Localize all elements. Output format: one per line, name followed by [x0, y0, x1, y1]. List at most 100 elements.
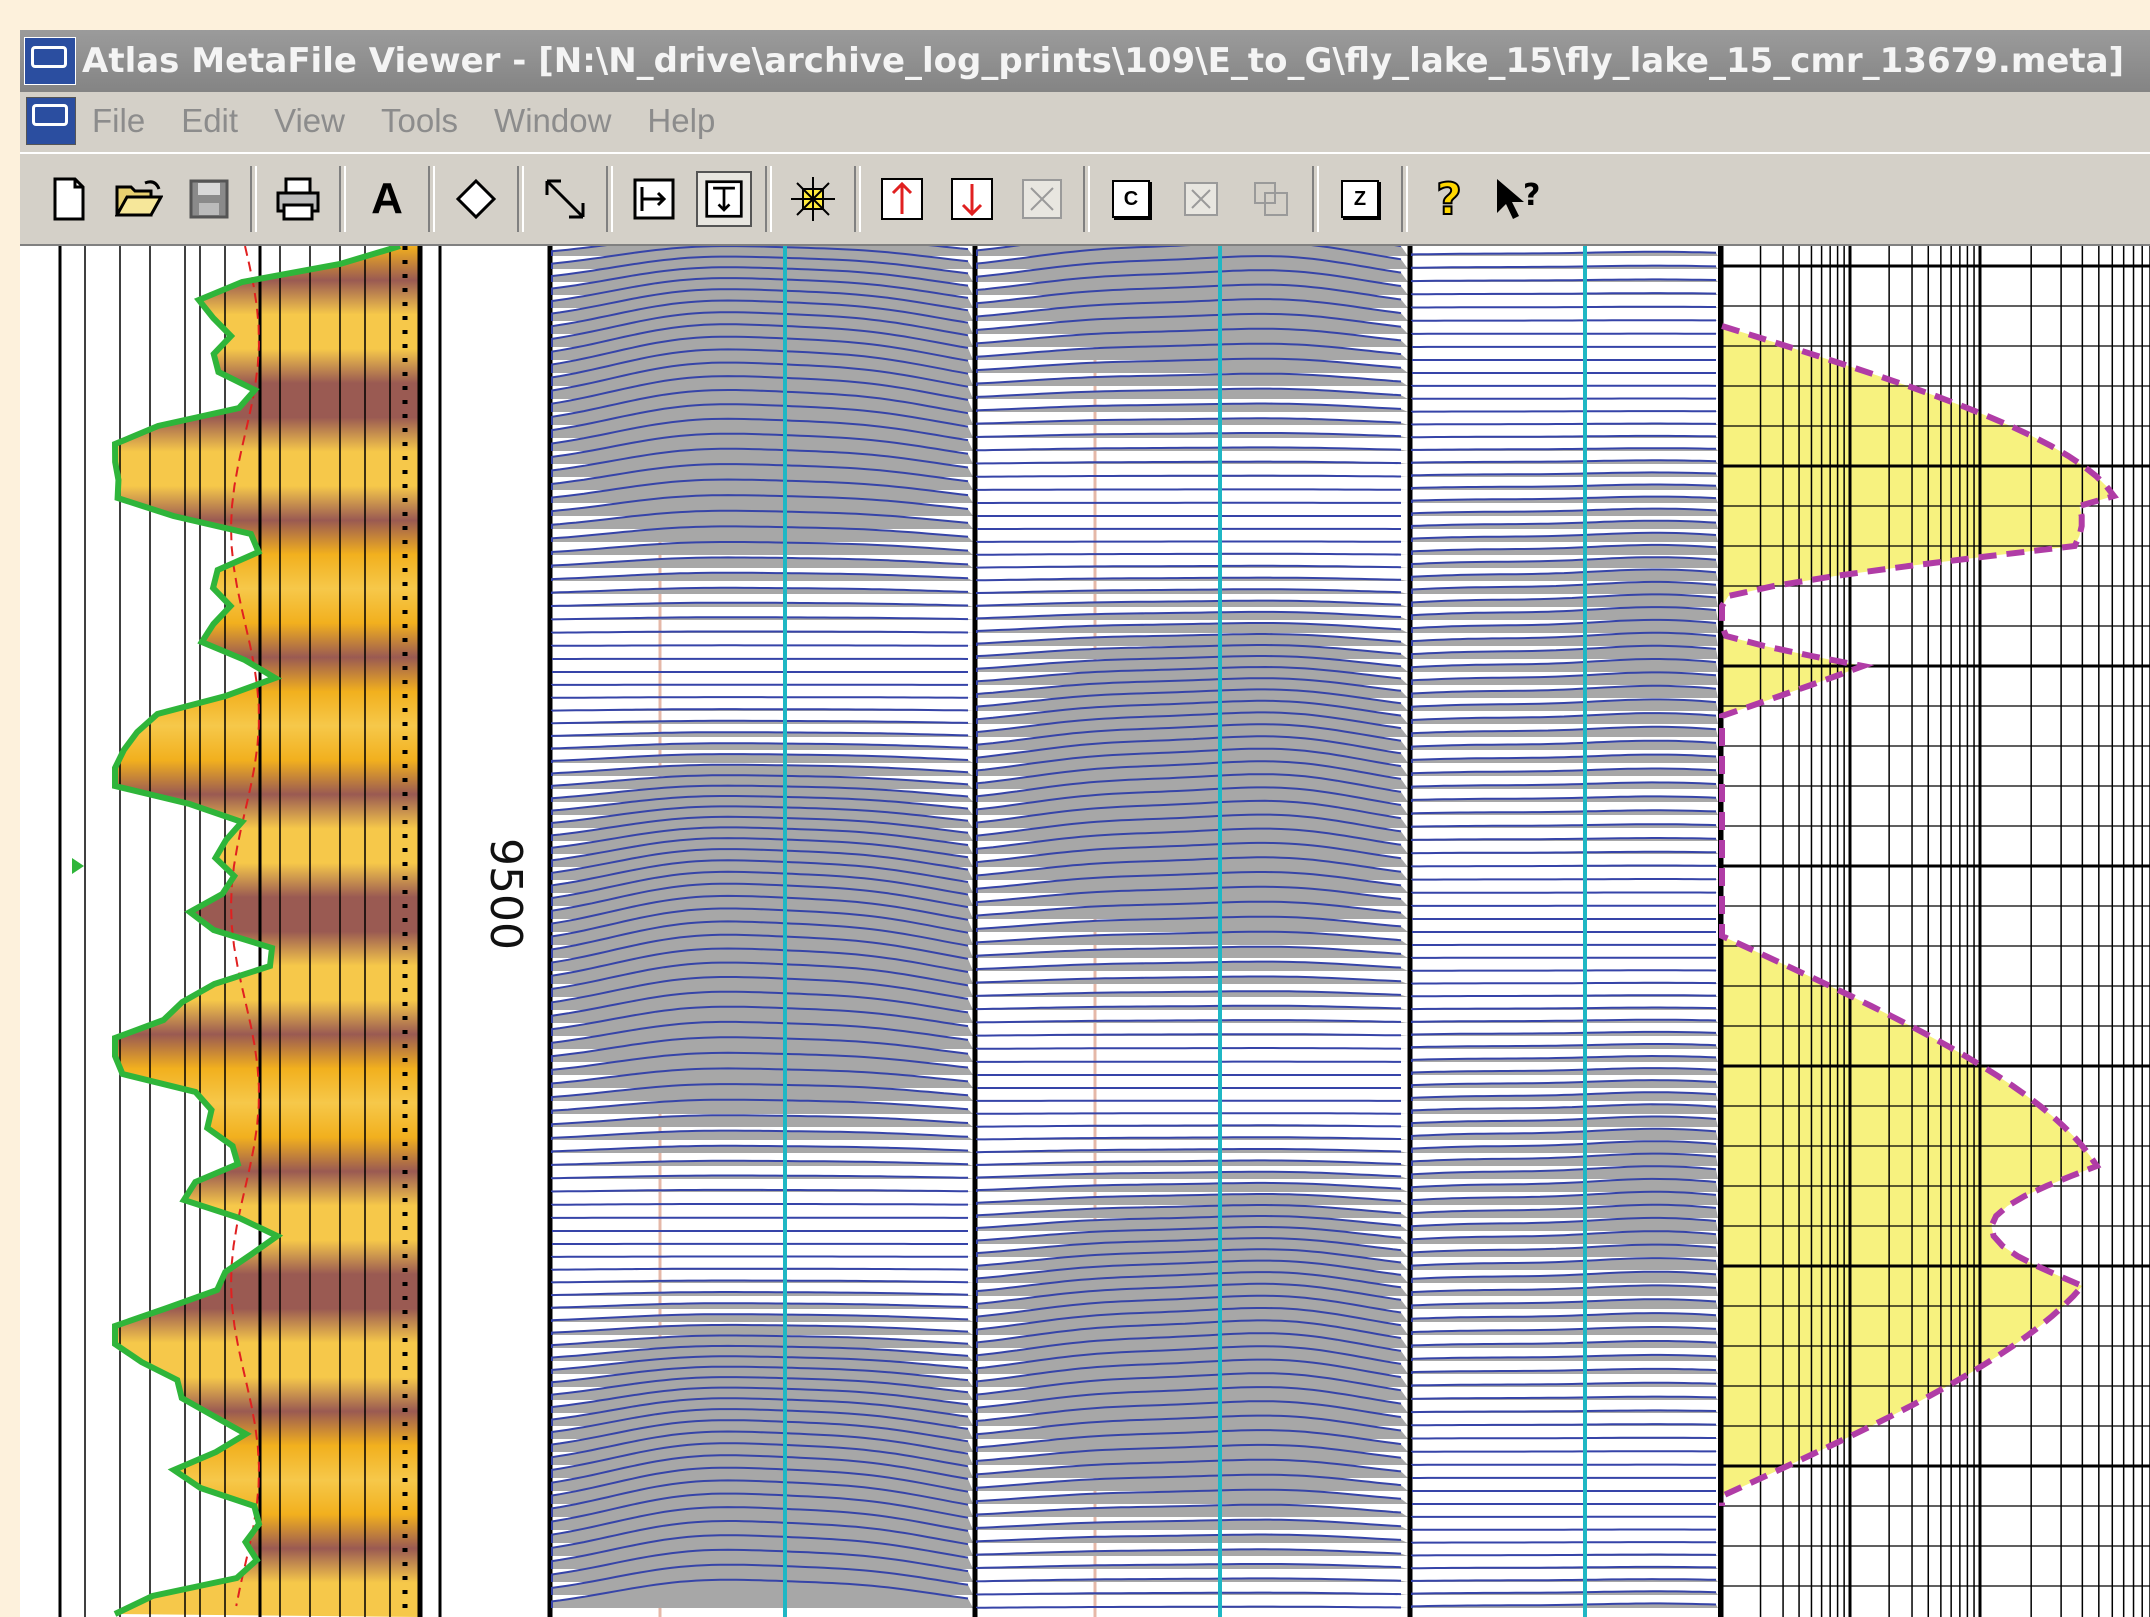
diagonal-arrow-icon[interactable] [537, 171, 593, 227]
waveform-fill [977, 991, 1408, 997]
waveform-fill [1412, 796, 1718, 802]
waveform-trace [551, 1203, 968, 1206]
waveform-trace [976, 1591, 1402, 1596]
document-icon[interactable] [26, 97, 76, 145]
waveform-trace [551, 246, 969, 269]
waveform-trace [1411, 568, 1717, 581]
waveform-trace [1411, 1553, 1717, 1557]
waveform-fill [1412, 1068, 1718, 1075]
waveform-trace [976, 871, 1402, 893]
waveform-trace [551, 311, 969, 347]
open-icon[interactable] [111, 171, 167, 227]
waveform-trace [976, 655, 1402, 672]
menu-tools[interactable]: Tools [381, 102, 459, 139]
waveform-trace [1411, 1067, 1717, 1075]
menu-window[interactable]: Window [494, 102, 612, 139]
log-viewer-canvas[interactable]: 9500 [20, 246, 2150, 1617]
title-bar[interactable]: Atlas MetaFile Viewer - [N:\N_drive\arch… [20, 30, 2150, 92]
waveform-trace [1411, 1423, 1717, 1427]
waveform-fill [977, 645, 1408, 659]
font-icon[interactable]: A [359, 171, 415, 227]
waveform-trace [976, 900, 1402, 919]
waveform-trace [551, 288, 969, 321]
waveform-trace [551, 644, 968, 647]
waveform-trace [976, 747, 1402, 776]
waveform-trace [1411, 459, 1717, 464]
waveform-trace [1411, 1115, 1717, 1127]
waveform-trace [1411, 1152, 1717, 1166]
waveform-trace [551, 463, 969, 490]
font-glyph: A [371, 174, 403, 223]
waveform-fill [1412, 532, 1718, 542]
arrow-down-icon[interactable] [944, 171, 1000, 227]
delete-icon[interactable] [1014, 171, 1070, 227]
waveform-trace [976, 760, 1402, 789]
waveform-trace [551, 719, 969, 725]
waveform-trace [551, 815, 969, 841]
waveform-trace [1411, 319, 1716, 322]
waveform-trace [976, 1136, 1402, 1141]
waveform-trace [551, 1005, 969, 1036]
waveform-fill [1412, 1191, 1718, 1205]
waveform-trace [551, 961, 969, 997]
waveform-trace [976, 711, 1402, 737]
waveform-trace [551, 1083, 969, 1101]
arrow-up-icon[interactable] [874, 171, 930, 227]
yellow-fill-area [1722, 326, 2114, 1506]
menu-help[interactable]: Help [647, 102, 716, 139]
waveform-trace [551, 1334, 969, 1348]
waveform-trace [1411, 580, 1717, 594]
waveform-trace [976, 1193, 1402, 1205]
waveform-trace [976, 446, 1402, 452]
waveform-trace [551, 805, 969, 828]
waveform-trace [976, 786, 1402, 815]
waveform-trace [551, 361, 969, 399]
waveform-trace [551, 1114, 969, 1127]
waveform-trace [551, 1036, 969, 1062]
waveform-trace [1411, 1203, 1717, 1218]
zoom-center-icon[interactable] [785, 171, 841, 227]
waveform-trace [976, 387, 1402, 399]
waveform-fill [977, 1519, 1408, 1530]
waveform-trace [551, 1188, 969, 1193]
new-icon[interactable] [41, 171, 97, 227]
toolbar-separator [606, 166, 613, 232]
waveform-trace [1411, 823, 1717, 828]
waveform-trace [976, 312, 1402, 334]
z-box-icon[interactable]: Z [1332, 171, 1388, 227]
waveform-trace [1411, 1230, 1717, 1244]
waveform-trace [1411, 1340, 1717, 1348]
waveform-trace [976, 588, 1402, 594]
c-box-icon[interactable]: C [1103, 171, 1159, 227]
menu-edit[interactable]: Edit [181, 102, 239, 139]
save-icon[interactable] [181, 171, 237, 227]
diamond-icon[interactable] [448, 171, 504, 227]
waveform-trace [551, 403, 969, 438]
waveform-trace [976, 990, 1402, 997]
waveform-fill [977, 1205, 1408, 1218]
waveform-fill [1412, 685, 1718, 698]
waveform-trace [976, 1458, 1402, 1478]
app-window: Atlas MetaFile Viewer - [N:\N_drive\arch… [20, 30, 2150, 1617]
waveform-trace [1411, 631, 1717, 646]
waveform-fill [1412, 1244, 1718, 1257]
menu-file[interactable]: File [92, 102, 146, 139]
waveform-fill [977, 600, 1408, 607]
waveform-trace [976, 432, 1402, 438]
waveform-trace [976, 915, 1402, 932]
menu-view[interactable]: View [274, 102, 345, 139]
waveform-trace [1411, 278, 1717, 283]
waveform-trace [1411, 725, 1717, 737]
fit-height-icon[interactable] [696, 171, 752, 227]
waveform-trace [976, 1181, 1402, 1192]
help-icon[interactable]: ? [1435, 173, 1462, 226]
waveform-trace [551, 742, 969, 750]
x-box-icon[interactable] [1173, 171, 1229, 227]
waveform-fill [977, 961, 1408, 971]
copy-box-icon[interactable] [1243, 171, 1299, 227]
print-icon[interactable] [270, 171, 326, 227]
fit-width-icon[interactable] [626, 171, 682, 227]
waveform-trace [551, 933, 969, 971]
context-help-icon[interactable]: ? [1491, 171, 1547, 227]
waveform-trace [976, 1271, 1402, 1296]
